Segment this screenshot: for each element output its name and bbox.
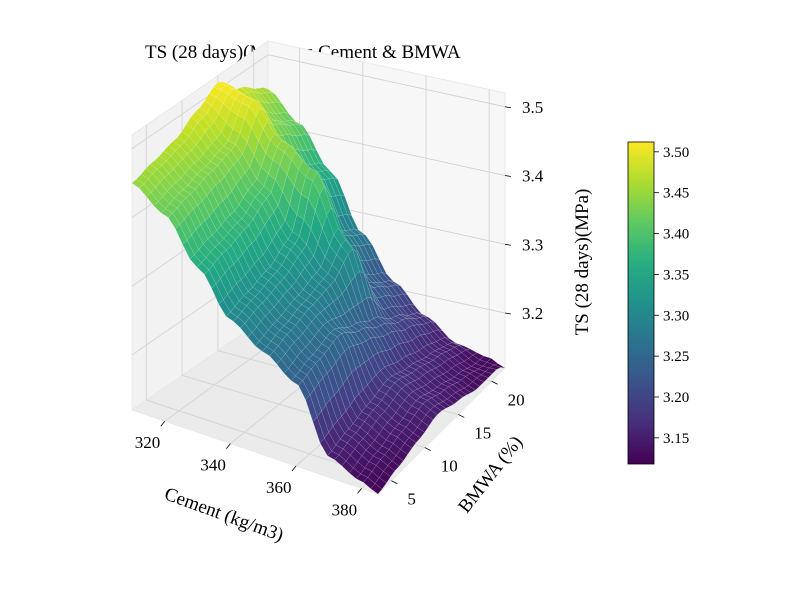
z-axis-label: TS (28 days)(MPa) xyxy=(572,189,593,336)
colorbar-tick-label: 3.30 xyxy=(663,308,689,324)
y-tick-mark xyxy=(424,447,431,451)
y-tick-label: 20 xyxy=(508,390,525,409)
colorbar-tick-label: 3.35 xyxy=(663,267,689,283)
colorbar-tick-label: 3.15 xyxy=(663,431,689,447)
surface-patch xyxy=(378,471,391,484)
surface-patch xyxy=(451,392,464,401)
surface-patch xyxy=(434,403,447,412)
x-tick-label: 360 xyxy=(266,478,292,497)
z-tick-label: 3.5 xyxy=(522,98,543,117)
surface-patch xyxy=(387,460,400,472)
surface-patch xyxy=(395,449,408,461)
x-tick-label: 320 xyxy=(135,433,161,452)
colorbar-tick-label: 3.25 xyxy=(663,349,689,365)
y-tick-label: 15 xyxy=(474,423,491,442)
colorbar-tick-label: 3.45 xyxy=(663,186,689,202)
colorbar-gradient xyxy=(627,141,655,465)
z-tick-label: 3.2 xyxy=(522,304,543,323)
y-tick-mark xyxy=(458,414,465,418)
grid-line xyxy=(267,54,506,108)
surface-plot xyxy=(131,81,506,495)
z-tick-mark xyxy=(504,106,512,109)
surface-patch xyxy=(374,477,387,490)
z-tick-label: 3.3 xyxy=(522,235,543,254)
surface-patch xyxy=(391,455,404,467)
surface-patch xyxy=(383,465,396,477)
x-tick-mark xyxy=(357,488,362,494)
y-axis-label: BMWA (%) xyxy=(454,432,527,517)
grid-line xyxy=(267,123,506,176)
colorbar-tick-label: 3.50 xyxy=(663,145,689,161)
surface-patch xyxy=(370,483,383,495)
x-tick-mark xyxy=(226,443,231,449)
y-tick-label: 5 xyxy=(407,490,416,509)
y-tick-mark xyxy=(491,380,498,385)
colorbar-tick-label: 3.40 xyxy=(663,227,689,243)
z-tick-label: 3.4 xyxy=(522,167,544,186)
surface-patch xyxy=(400,442,413,455)
x-tick-label: 340 xyxy=(200,456,226,475)
surface-patch xyxy=(438,401,451,409)
z-tick-mark xyxy=(504,312,512,315)
z-tick-mark xyxy=(504,243,512,246)
y-tick-mark xyxy=(391,480,398,485)
surface-patch xyxy=(442,398,455,407)
x-tick-mark xyxy=(291,465,297,472)
z-tick-mark xyxy=(504,175,512,177)
axes: 320 340 360 380 5 10 15 20 3.2 3.3 3.4 3.5 xyxy=(135,98,544,520)
colorbar-tick-label: 3.20 xyxy=(663,390,689,406)
surface-patch xyxy=(476,374,489,383)
colorbar: 3.15 3.20 3.25 3.30 3.35 3.40 3.45 3.50 xyxy=(627,141,689,465)
grid-line xyxy=(131,54,269,150)
y-tick-label: 10 xyxy=(441,457,458,476)
surface-patch xyxy=(455,389,468,398)
x-tick-label: 380 xyxy=(332,500,358,519)
x-tick-mark xyxy=(160,420,166,427)
